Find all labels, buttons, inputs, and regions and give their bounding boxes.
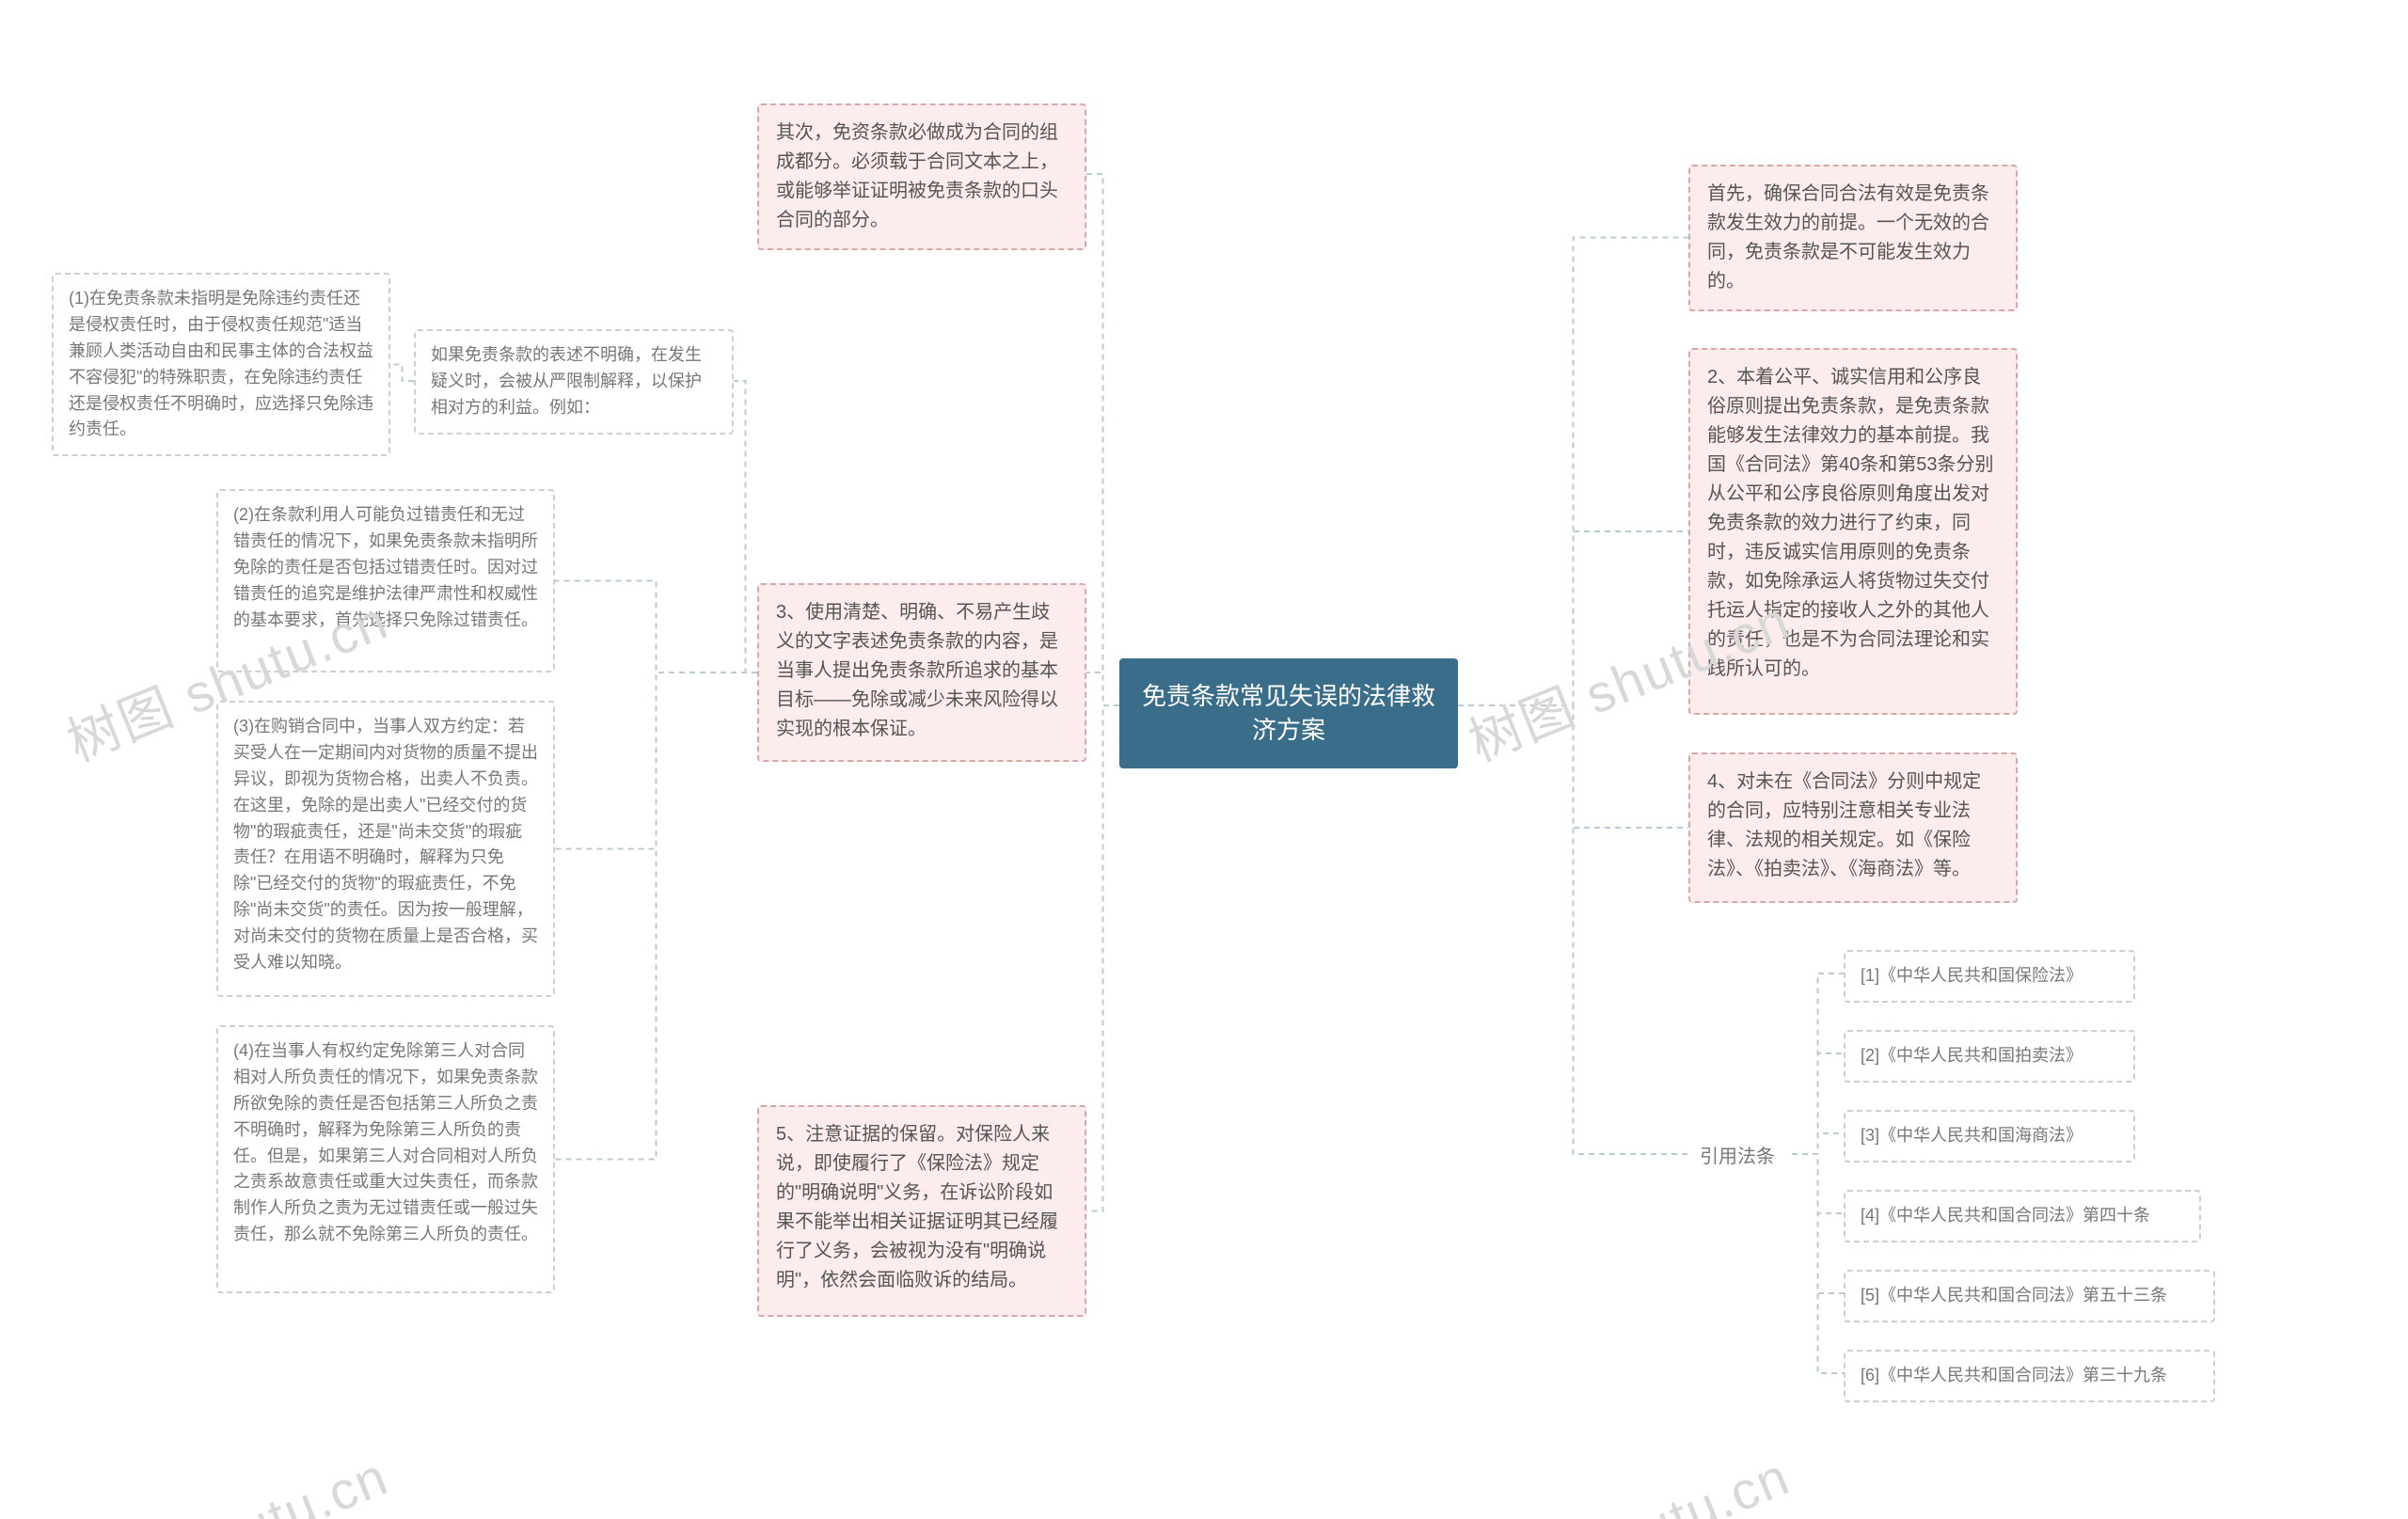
edge-root-l_b <box>1086 672 1119 705</box>
edge-r_cit-r_cit4 <box>1792 1154 1844 1213</box>
edge-root-r_2 <box>1458 531 1688 705</box>
edge-r_cit-r_cit3 <box>1792 1133 1844 1154</box>
edge-root-r_cit <box>1458 705 1688 1154</box>
node-l_b1: (1)在免责条款未指明是免除违约责任还是侵权责任时，由于侵权责任规范"适当兼顾人… <box>52 273 390 456</box>
node-l_b: 3、使用清楚、明确、不易产生歧义的文字表述免责条款的内容，是当事人提出免责条款所… <box>757 583 1086 762</box>
watermark: 树图 shutu.cn <box>1456 1434 1799 1519</box>
edge-root-l_a <box>1086 174 1119 705</box>
node-r_1: 首先，确保合同合法有效是免责条款发生效力的前提。一个无效的合同，免责条款是不可能… <box>1688 165 2018 311</box>
edge-root-r_4 <box>1458 705 1688 828</box>
node-r_cit6: [6]《中华人民共和国合同法》第三十九条 <box>1844 1350 2215 1402</box>
node-l_c: 5、注意证据的保留。对保险人来说，即使履行了《保险法》规定的"明确说明"义务，在… <box>757 1105 1086 1317</box>
node-r_cit: 引用法条 <box>1688 1133 1792 1181</box>
edge-l_b-l_b3 <box>555 672 757 849</box>
node-l_a: 其次，免资条款必做成为合同的组成都分。必须载于合同文本之上，或能够举证证明被免责… <box>757 103 1086 250</box>
edge-l_b-l_b4 <box>555 672 757 1160</box>
edge-l_b-l_b_intro <box>734 381 757 672</box>
edge-r_cit-r_cit2 <box>1792 1053 1844 1154</box>
node-r_cit2: [2]《中华人民共和国拍卖法》 <box>1844 1030 2135 1083</box>
edge-r_cit-r_cit1 <box>1792 973 1844 1154</box>
edge-r_cit-r_cit5 <box>1792 1154 1844 1293</box>
node-r_cit4: [4]《中华人民共和国合同法》第四十条 <box>1844 1190 2201 1242</box>
node-r_cit1: [1]《中华人民共和国保险法》 <box>1844 950 2135 1003</box>
watermark: 树图 shutu.cn <box>55 1434 398 1519</box>
node-l_b4: (4)在当事人有权约定免除第三人对合同相对人所负责任的情况下，如果免责条款所欲免… <box>216 1025 555 1293</box>
edge-r_cit-r_cit6 <box>1792 1154 1844 1373</box>
edge-l_b-l_b2 <box>555 581 757 673</box>
edge-root-r_1 <box>1458 238 1688 706</box>
edge-l_b_intro-l_b1 <box>390 365 414 382</box>
node-l_b2: (2)在条款利用人可能负过错责任和无过错责任的情况下，如果免责条款未指明所免除的… <box>216 489 555 672</box>
node-l_b_intro: 如果免责条款的表述不明确，在发生疑义时，会被从严限制解释，以保护相对方的利益。例… <box>414 329 734 435</box>
diagram-canvas: 免责条款常见失误的法律救济方案 其次，免资条款必做成为合同的组成都分。必须载于合同… <box>0 0 2408 1519</box>
node-r_2: 2、本着公平、诚实信用和公序良俗原则提出免责条款，是免责条款能够发生法律效力的基… <box>1688 348 2018 715</box>
edge-root-l_c <box>1086 705 1119 1211</box>
node-r_cit3: [3]《中华人民共和国海商法》 <box>1844 1110 2135 1163</box>
node-r_4: 4、对未在《合同法》分则中规定的合同，应特别注意相关专业法律、法规的相关规定。如… <box>1688 752 2018 903</box>
node-r_cit5: [5]《中华人民共和国合同法》第五十三条 <box>1844 1270 2215 1322</box>
node-root: 免责条款常见失误的法律救济方案 <box>1119 658 1458 768</box>
node-l_b3: (3)在购销合同中，当事人双方约定：若买受人在一定期间内对货物的质量不提出异议，… <box>216 701 555 997</box>
